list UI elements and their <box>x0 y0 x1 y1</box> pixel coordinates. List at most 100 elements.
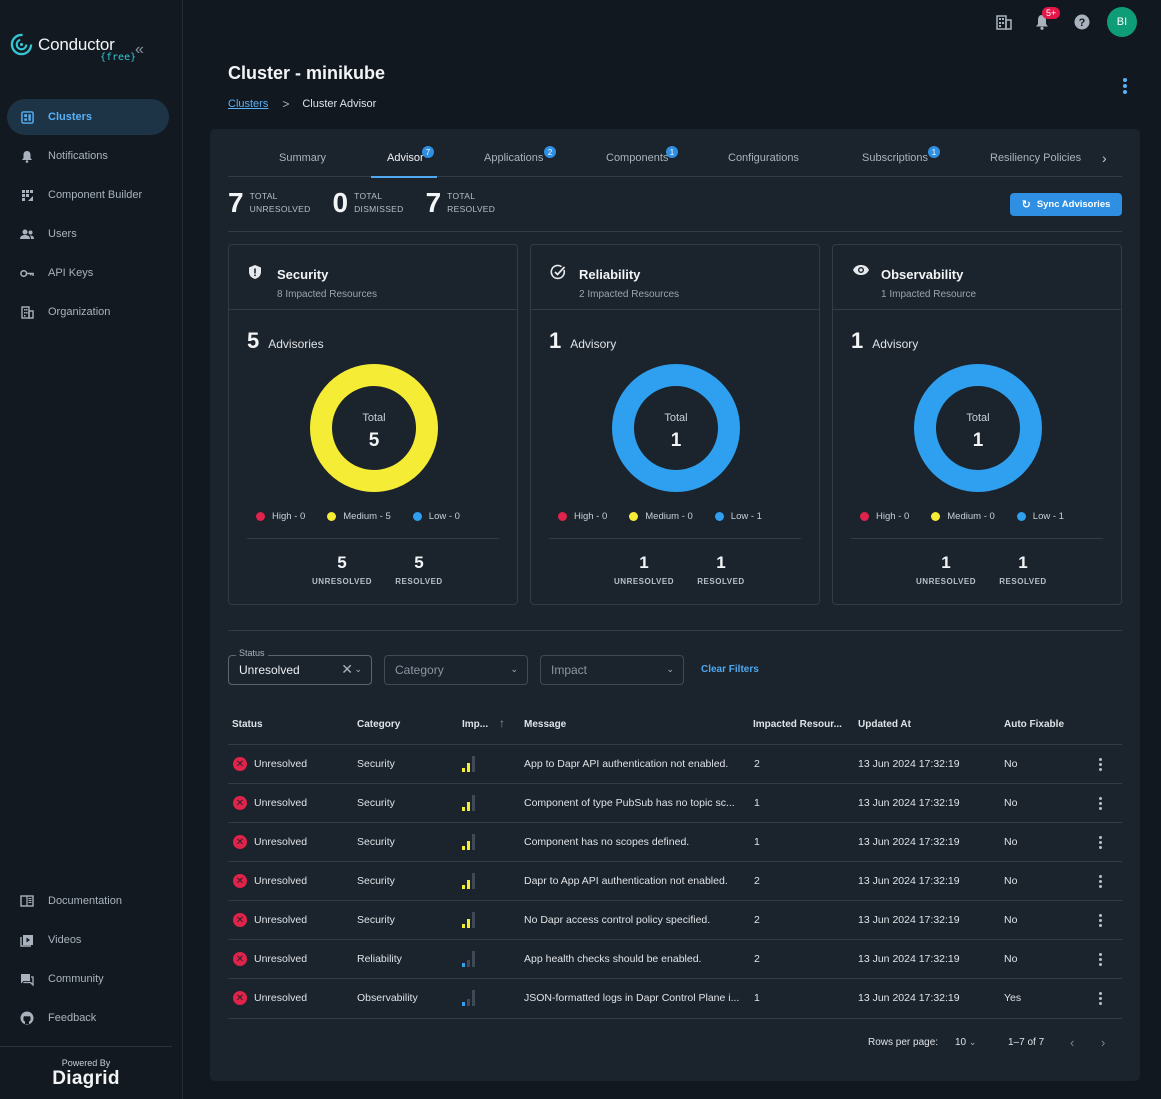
error-status-icon: ✕ <box>233 913 247 927</box>
tab-subscriptions[interactable]: Subscriptions 1 <box>862 146 940 164</box>
next-page-icon[interactable]: › <box>1101 1035 1106 1050</box>
tab-summary[interactable]: Summary <box>279 152 327 164</box>
builder-icon <box>20 188 34 202</box>
previous-page-icon[interactable]: ‹ <box>1070 1035 1075 1050</box>
row-more-menu-icon[interactable] <box>1097 992 1103 1006</box>
chat-icon <box>20 972 34 986</box>
sync-advisories-button[interactable]: ↻ Sync Advisories <box>1010 193 1122 216</box>
medium-dot-icon <box>327 512 337 521</box>
column-header-impact[interactable]: Imp... <box>462 719 489 730</box>
rows-per-page-label: Rows per page: <box>868 1037 939 1048</box>
message-cell: No Dapr access control policy specified. <box>524 914 711 926</box>
notifications-bell-icon[interactable]: 5+ <box>1035 7 1061 30</box>
breadcrumb-current: Cluster Advisor <box>302 98 377 110</box>
user-avatar[interactable]: BI <box>1107 7 1137 37</box>
sidebar-item-organization[interactable]: Organization <box>7 294 169 330</box>
auto-fixable-cell: No <box>1004 758 1018 770</box>
organization-switch-icon[interactable] <box>996 14 1012 30</box>
sidebar-item-label: Organization <box>48 306 111 318</box>
row-more-menu-icon[interactable] <box>1097 875 1103 889</box>
card-title: Reliability <box>579 267 641 282</box>
table-row[interactable]: ✕ Unresolved Security Dapr to App API authe… <box>228 861 1122 900</box>
row-more-menu-icon[interactable] <box>1097 758 1103 772</box>
status-cell: Unresolved <box>254 836 308 848</box>
column-header-impacted-resources[interactable]: Impacted Resour... <box>753 719 842 730</box>
tabs-scroll-right-icon[interactable]: › <box>1102 150 1107 166</box>
row-more-menu-icon[interactable] <box>1097 836 1103 850</box>
help-icon[interactable]: ? <box>1074 14 1090 30</box>
row-more-menu-icon[interactable] <box>1097 914 1103 928</box>
table-row[interactable]: ✕ Unresolved Security No Dapr access contro… <box>228 900 1122 939</box>
impact-legend: High - 0 Medium - 0 Low - 1 <box>860 511 1086 522</box>
divider <box>228 231 1122 232</box>
medium-dot-icon <box>629 512 639 521</box>
sidebar-item-community[interactable]: Community <box>7 961 169 997</box>
breadcrumb-separator: > <box>282 97 290 111</box>
check-badge-icon <box>550 264 566 280</box>
sidebar-item-notifications[interactable]: Notifications <box>7 138 169 174</box>
auto-fixable-cell: No <box>1004 953 1018 965</box>
table-row[interactable]: ✕ Unresolved Reliability App health checks … <box>228 939 1122 978</box>
category-filter-select[interactable]: Category ⌄ <box>384 655 528 685</box>
sidebar-item-users[interactable]: Users <box>7 216 169 252</box>
tab-applications[interactable]: Applications 2 <box>484 146 556 164</box>
legend-high: High - 0 <box>256 511 305 522</box>
sidebar-item-feedback[interactable]: Feedback <box>7 1000 169 1036</box>
page-more-menu-icon[interactable] <box>1120 78 1130 98</box>
chevron-down-icon: ⌄ <box>510 664 518 674</box>
table-row[interactable]: ✕ Unresolved Observability JSON-formatted l… <box>228 978 1122 1017</box>
table-row[interactable]: ✕ Unresolved Security App to Dapr API authe… <box>228 744 1122 783</box>
sidebar-item-label: API Keys <box>48 267 94 279</box>
collapse-sidebar-icon[interactable]: « <box>135 41 144 58</box>
category-card-reliability: Reliability 2 Impacted Resources 1 Advisory… <box>530 244 820 605</box>
column-header-auto-fixable[interactable]: Auto Fixable <box>1004 719 1065 730</box>
sidebar-item-videos[interactable]: Videos <box>7 922 169 958</box>
diagrid-logo[interactable]: Diagrid <box>52 1068 120 1089</box>
tab-components[interactable]: Components 1 <box>606 146 678 164</box>
total-resolved: 7 TOTAL RESOLVED <box>426 189 496 217</box>
category-card-observability: Observability 1 Impacted Resource 1 Advisor… <box>832 244 1122 605</box>
tab-resiliency-policies[interactable]: Resiliency Policies <box>990 152 1082 164</box>
sidebar-item-documentation[interactable]: Documentation <box>7 883 169 919</box>
status-filter-select[interactable]: Status Unresolved ✕ ⌄ <box>228 648 372 685</box>
sort-ascending-icon[interactable]: ↑ <box>499 716 505 730</box>
unresolved-label: UNRESOLVED <box>249 204 311 214</box>
clear-status-icon[interactable]: ✕ <box>341 661 353 677</box>
sidebar-item-component-builder[interactable]: Component Builder <box>7 177 169 213</box>
divider <box>228 630 1122 631</box>
card-unresolved-stat: 1 UNRESOLVED <box>609 553 679 586</box>
rows-per-page-select[interactable]: 10 ⌄ <box>955 1037 976 1048</box>
donut-ring <box>310 364 438 492</box>
rows-per-page-value: 10 <box>955 1037 967 1048</box>
column-header-category[interactable]: Category <box>357 719 401 730</box>
refresh-icon: ↻ <box>1021 199 1031 211</box>
column-header-updated-at[interactable]: Updated At <box>858 719 911 730</box>
row-more-menu-icon[interactable] <box>1097 953 1103 967</box>
key-icon <box>20 266 34 280</box>
page-title: Cluster - minikube <box>228 63 386 83</box>
table-row[interactable]: ✕ Unresolved Security Component has no scop… <box>228 822 1122 861</box>
card-header: Security 8 Impacted Resources <box>229 245 517 310</box>
table-row[interactable]: ✕ Unresolved Security Component of type Pub… <box>228 783 1122 822</box>
tab-configurations[interactable]: Configurations <box>728 152 799 164</box>
sidebar-item-clusters[interactable]: Clusters <box>7 99 169 135</box>
column-header-message[interactable]: Message <box>524 719 567 730</box>
medium-dot-icon <box>931 512 941 521</box>
impact-filter-select[interactable]: Impact ⌄ <box>540 655 684 685</box>
sidebar-bottom-nav: Documentation Videos Community Feedback <box>7 883 169 1039</box>
sidebar-item-label: Users <box>48 228 77 240</box>
card-subtitle: 1 Impacted Resource <box>881 289 977 300</box>
sidebar-item-api-keys[interactable]: API Keys <box>7 255 169 291</box>
row-more-menu-icon[interactable] <box>1097 797 1103 811</box>
message-cell: App to Dapr API authentication not enabl… <box>524 758 729 770</box>
brand-logo[interactable]: Conductor {free} <box>10 33 136 63</box>
column-header-status[interactable]: Status <box>232 719 263 730</box>
breadcrumb-clusters-link[interactable]: Clusters <box>228 98 269 110</box>
tab-badge: 7 <box>422 146 434 158</box>
sidebar-nav: Clusters Notifications Component Builder… <box>7 99 169 333</box>
resolved-label: RESOLVED <box>447 204 496 214</box>
impact-low-icon <box>461 950 477 968</box>
clear-filters-button[interactable]: Clear Filters <box>701 664 759 675</box>
message-cell: Component of type PubSub has no topic sc… <box>524 797 735 809</box>
tab-advisor[interactable]: Advisor 7 <box>387 146 434 164</box>
